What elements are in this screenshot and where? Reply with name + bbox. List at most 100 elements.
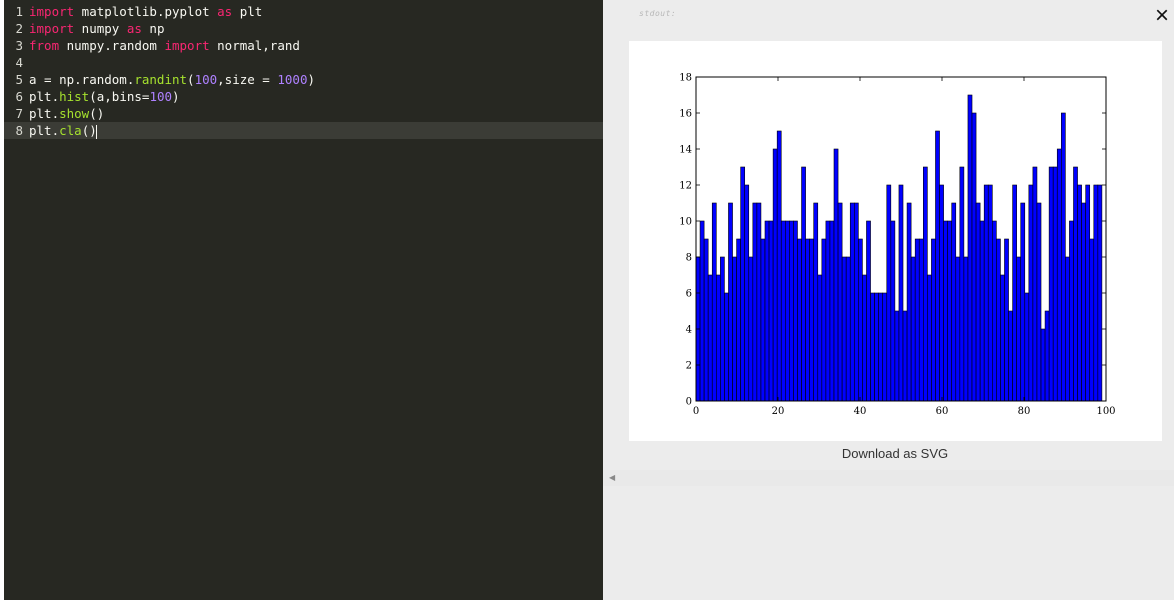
code-token: ) — [307, 72, 316, 87]
histogram-bar — [866, 220, 871, 402]
histogram-bar — [959, 166, 965, 402]
histogram-chart: 0 2 4 6 8 10 12 14 16 18 0 20 40 60 80 100 — [679, 73, 1115, 418]
histogram-bar — [874, 292, 879, 402]
x-tick-label: 40 — [854, 406, 867, 417]
code-line[interactable]: 4 — [4, 54, 603, 71]
code-token: matplotlib.pyplot — [74, 4, 218, 19]
code-token: as — [217, 4, 233, 19]
histogram-bar — [947, 220, 953, 402]
histogram-bar — [963, 256, 969, 402]
histogram-bar — [740, 166, 746, 402]
histogram-bar — [955, 256, 961, 402]
histogram-bar — [996, 238, 1001, 402]
code-line[interactable]: 8 plt.cla() — [4, 122, 603, 139]
histogram-bar — [1004, 238, 1009, 402]
histogram-bar — [711, 202, 717, 402]
code-line[interactable]: 2 import numpy as np — [4, 20, 603, 37]
line-number: 2 — [15, 21, 23, 36]
y-tick-label: 0 — [686, 397, 692, 408]
histogram-bar — [906, 202, 912, 402]
histogram-bar — [979, 220, 985, 402]
histogram-bar — [902, 310, 908, 402]
histogram-bar — [878, 292, 884, 402]
histogram-bar — [756, 202, 762, 402]
histogram-bar — [699, 220, 705, 402]
histogram-bar — [833, 148, 839, 402]
code-line[interactable]: 5 a = np.random.randint(100,size = 1000) — [4, 71, 603, 88]
download-svg-link[interactable]: Download as SVG — [841, 446, 949, 461]
code-token: normal,rand — [209, 38, 300, 53]
code-token: show — [59, 106, 90, 121]
histogram-bar — [1012, 184, 1017, 402]
histogram-bar — [1077, 184, 1082, 402]
stdout-label: stdout: — [639, 9, 677, 18]
histogram-bar — [914, 238, 920, 402]
y-tick-label: 8 — [686, 253, 692, 264]
histogram-bar — [760, 238, 766, 402]
histogram-bar — [858, 238, 863, 402]
x-tick-label: 80 — [1018, 406, 1031, 417]
histogram-bar — [1044, 310, 1050, 402]
line-number: 5 — [15, 72, 23, 87]
code-token: cla — [59, 123, 82, 138]
code-line[interactable]: 1 import matplotlib.pyplot as plt — [4, 3, 603, 20]
histogram-bar — [1081, 202, 1086, 402]
line-number: 7 — [15, 106, 23, 121]
code-token: from — [29, 38, 60, 53]
code-token: ) — [172, 89, 180, 104]
code-token: a = np.random. — [29, 72, 135, 87]
histogram-bar — [1089, 238, 1095, 402]
histogram-bar — [854, 202, 859, 402]
close-button[interactable]: × — [1154, 2, 1169, 29]
code-token: plt. — [29, 123, 60, 138]
histogram-bar — [752, 202, 758, 402]
histogram-bar — [707, 274, 713, 402]
x-tick-label: 60 — [936, 406, 949, 417]
code-line[interactable]: 7 plt.show() — [4, 105, 603, 122]
code-line[interactable]: 6 plt.hist(a,bins=100) — [4, 88, 603, 105]
code-token: 1000 — [277, 72, 308, 87]
histogram-bar — [894, 310, 900, 402]
histogram-bar — [951, 202, 957, 402]
histogram-bar — [841, 256, 847, 402]
histogram-bar — [935, 130, 940, 402]
histogram-bar — [931, 238, 936, 402]
x-tick-label: 100 — [1096, 406, 1115, 417]
line-number: 8 — [15, 123, 23, 138]
histogram-bar — [728, 202, 733, 402]
histogram-bar — [943, 220, 948, 402]
code-token: import — [164, 38, 210, 53]
histogram-bar — [793, 220, 798, 402]
line-number: 3 — [15, 38, 23, 53]
code-token: numpy — [74, 21, 127, 36]
code-line[interactable]: 3 from numpy.random import normal,rand — [4, 37, 603, 54]
histogram-bar — [797, 238, 802, 402]
histogram-bar — [1061, 112, 1066, 402]
histogram-bar — [776, 130, 782, 402]
histogram-bar — [971, 112, 977, 402]
histogram-bar — [1016, 256, 1022, 402]
histogram-bar — [886, 184, 892, 402]
histogram-bar — [772, 148, 778, 402]
histogram-bar — [1036, 202, 1042, 402]
histogram-bar — [918, 238, 924, 402]
histogram-bar — [1000, 274, 1005, 402]
histogram-bar — [801, 166, 806, 402]
scroll-left-icon[interactable]: ◀ — [609, 473, 616, 482]
histogram-bar — [768, 220, 774, 402]
code-token: plt. — [29, 106, 60, 121]
horizontal-scrollbar[interactable]: ◀ — [603, 470, 1174, 486]
histogram-bar — [1085, 184, 1091, 402]
histogram-bar — [845, 256, 851, 402]
line-number: 6 — [15, 89, 23, 104]
y-tick-label: 2 — [686, 361, 692, 372]
histogram-bar — [923, 166, 928, 402]
code-editor[interactable]: 1 import matplotlib.pyplot as plt 2 import … — [4, 0, 603, 600]
histogram-bar — [890, 220, 896, 402]
y-tick-label: 10 — [679, 217, 692, 228]
histogram-bar — [910, 256, 916, 402]
code-token: randint — [134, 72, 188, 87]
line-number: 4 — [15, 55, 23, 70]
histogram-bar — [736, 238, 741, 402]
histogram-bar — [813, 202, 819, 402]
